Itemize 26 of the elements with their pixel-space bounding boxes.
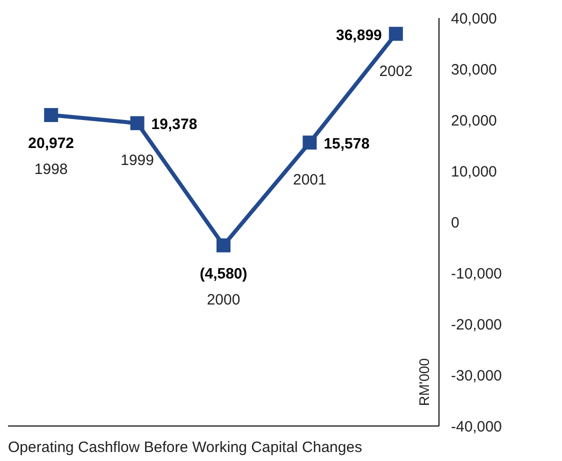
data-label: 36,899 — [336, 26, 382, 44]
y-tick-label: 0 — [451, 214, 460, 232]
data-label: (4,580) — [200, 265, 248, 282]
y-tick-label: -10,000 — [451, 265, 502, 282]
y-tick-label: 30,000 — [451, 61, 497, 78]
x-tick-label: 2002 — [379, 62, 413, 80]
point — [216, 238, 230, 252]
data-label: 19,378 — [151, 116, 198, 134]
y-tick-label: 40,000 — [451, 10, 497, 28]
point — [44, 108, 58, 122]
x-tick-label: 1998 — [34, 161, 68, 178]
x-tick-label: 1999 — [120, 152, 154, 170]
point — [388, 26, 403, 41]
data-label: 20,972 — [28, 135, 74, 152]
y-tick-label: -20,000 — [451, 316, 502, 334]
y-axis-title: RM'000 — [416, 358, 432, 406]
y-tick-label: -40,000 — [451, 418, 502, 436]
text: Operating Cashflow Before Working Capital Changes — [8, 439, 364, 456]
y-tick-label: 10,000 — [451, 163, 497, 180]
x-tick-label: 2000 — [206, 291, 240, 308]
x-tick-label: 2001 — [293, 172, 326, 189]
y-tick-label: 20,000 — [451, 112, 497, 130]
point — [130, 116, 144, 130]
point — [302, 136, 317, 150]
y-tick-label: -30,000 — [451, 367, 502, 384]
data-label: 15,578 — [324, 136, 370, 153]
